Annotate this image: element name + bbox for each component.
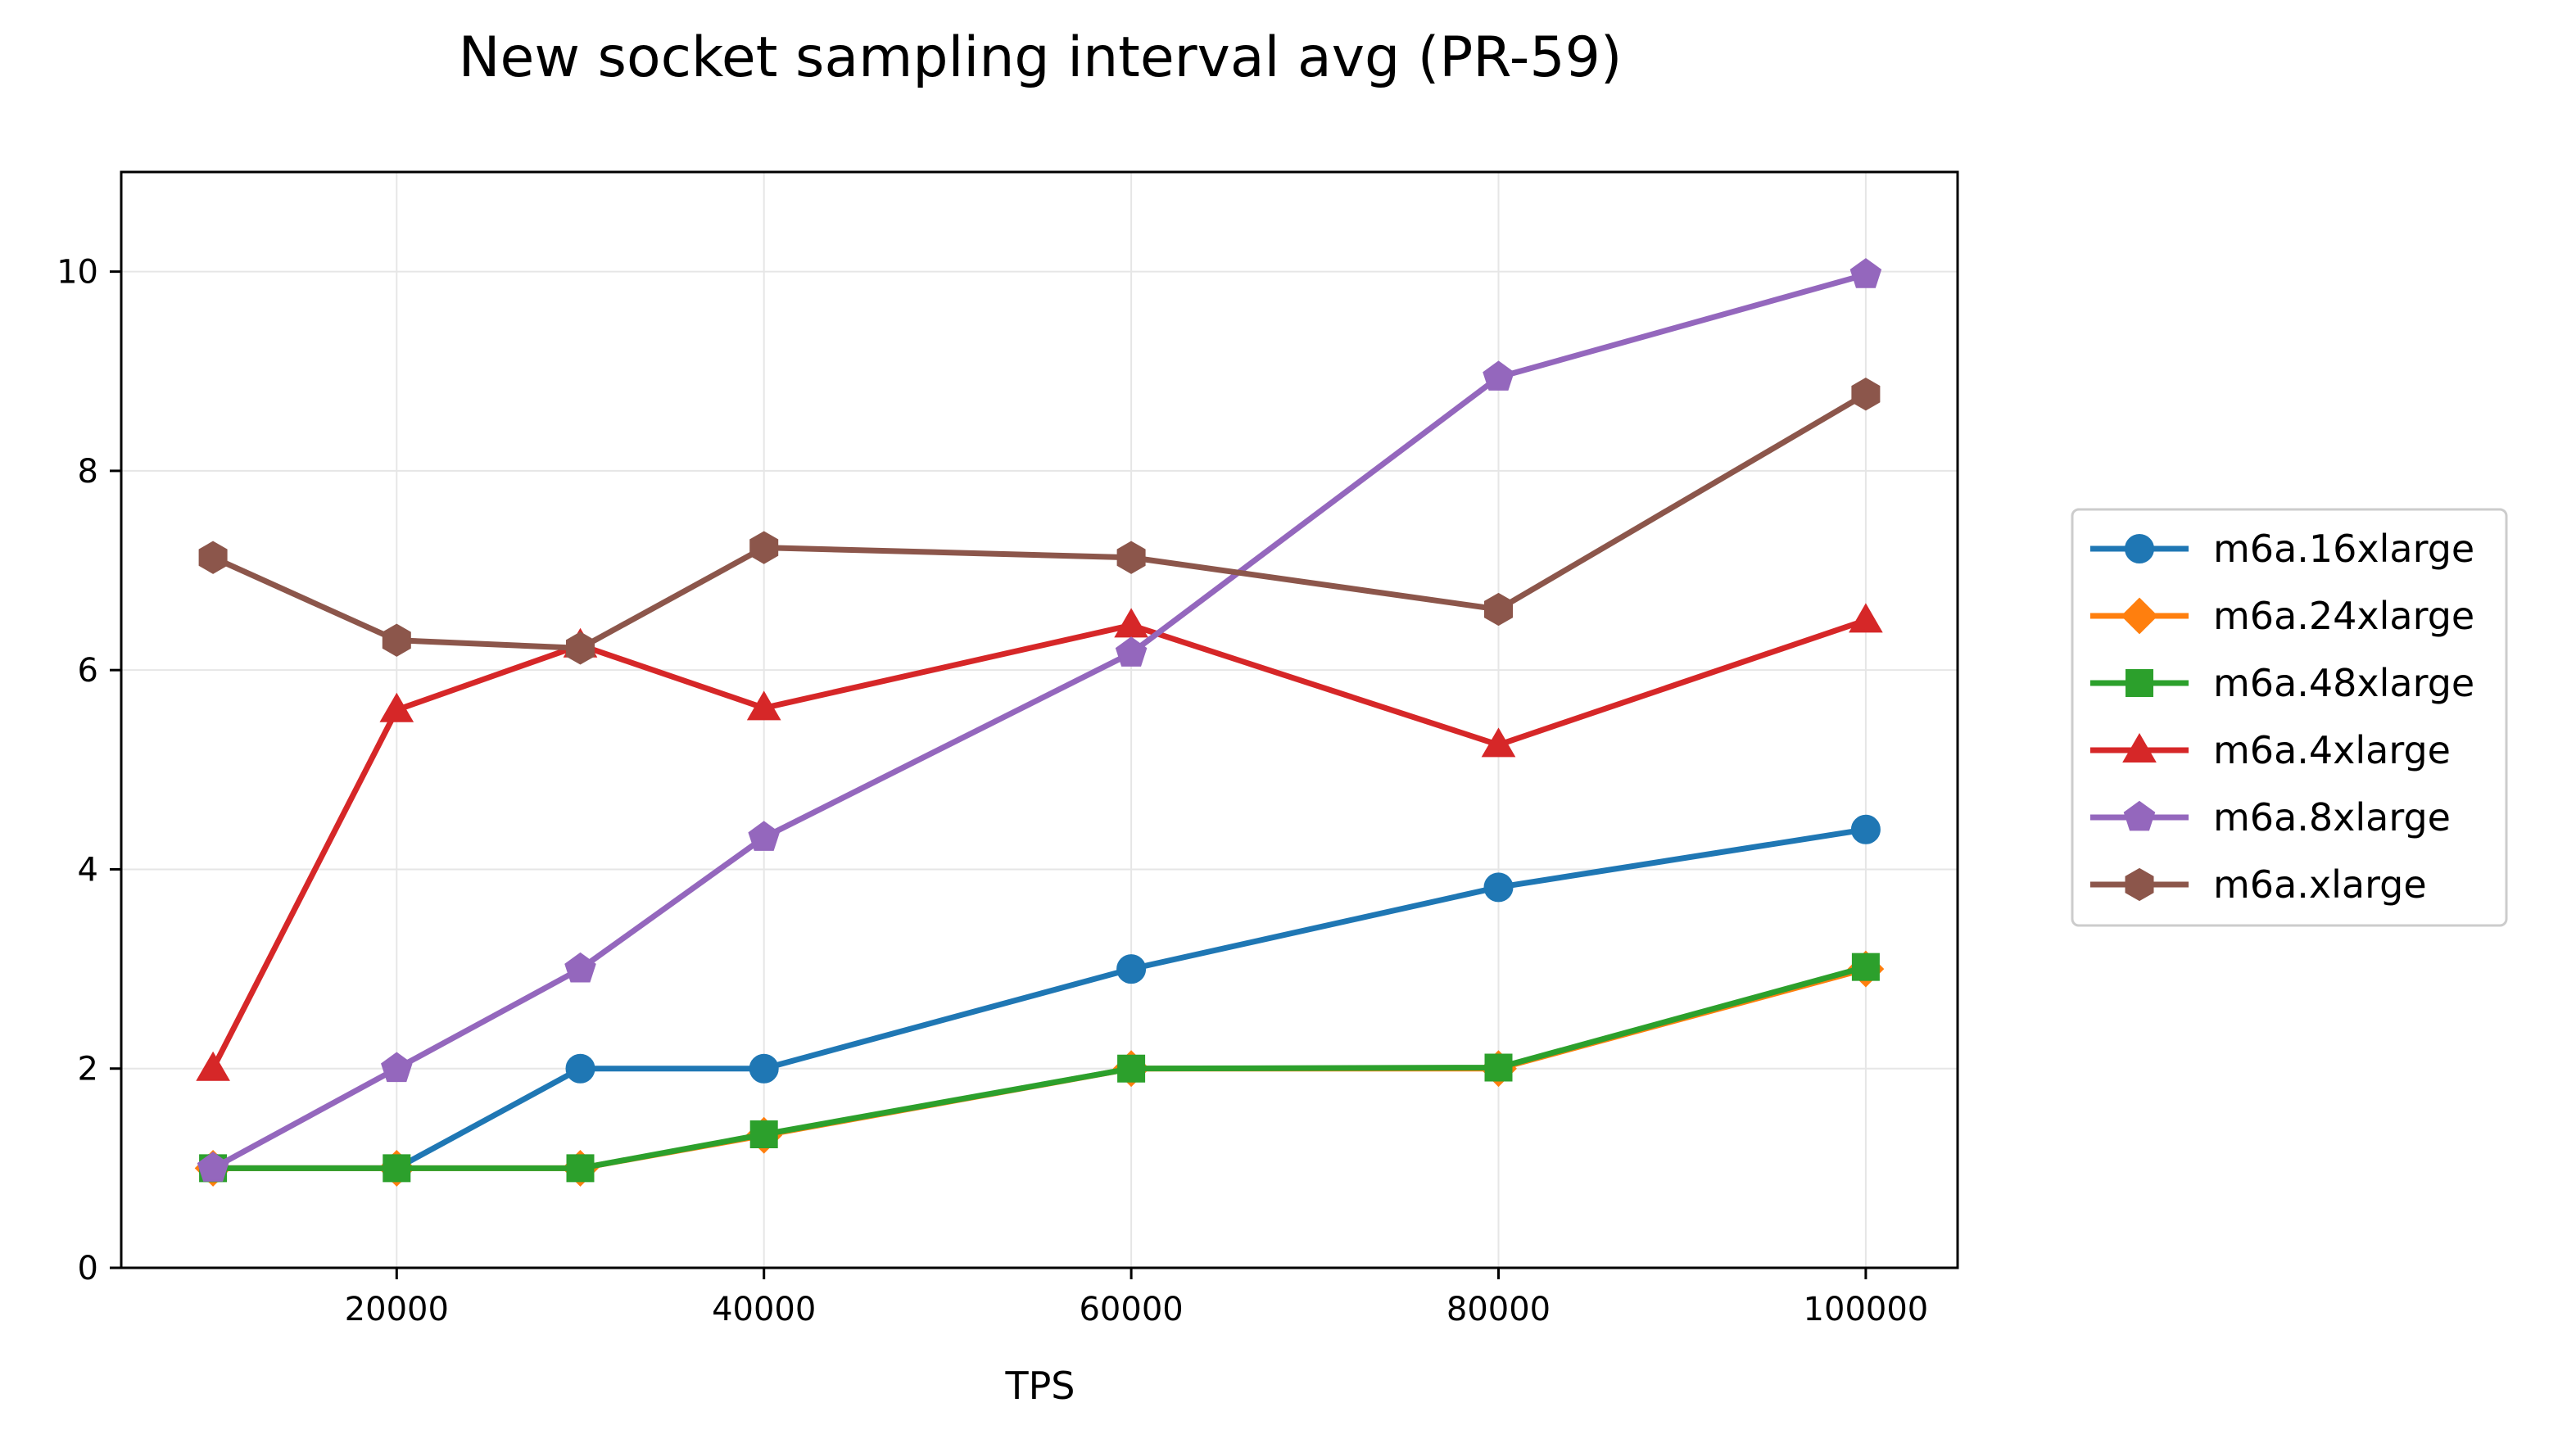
legend-label: m6a.8xlarge	[2213, 795, 2451, 839]
legend-item: m6a.24xlarge	[2090, 594, 2474, 638]
data-point	[198, 541, 228, 574]
data-point	[749, 1053, 779, 1084]
legend-label: m6a.4xlarge	[2213, 728, 2451, 772]
legend-item: m6a.4xlarge	[2090, 728, 2451, 772]
data-point	[1484, 1053, 1513, 1082]
data-point	[1484, 592, 1513, 627]
data-point	[749, 531, 779, 564]
data-point	[383, 1154, 411, 1183]
series-m6a.8xlarge	[197, 258, 1882, 1182]
data-point	[379, 692, 414, 722]
legend-item: m6a.16xlarge	[2090, 527, 2474, 571]
y-tick-label: 10	[57, 254, 98, 292]
legend-item: m6a.48xlarge	[2090, 661, 2474, 705]
plot-area-frame	[120, 170, 1959, 1269]
data-point	[197, 1152, 229, 1182]
x-tick-label: 60000	[1079, 1291, 1183, 1328]
legend-marker	[2125, 867, 2154, 902]
data-point	[1483, 872, 1514, 903]
legend-marker	[2122, 733, 2157, 762]
data-point	[1117, 1054, 1146, 1083]
data-point	[1115, 636, 1148, 667]
chart-title: New socket sampling interval avg (PR-59)	[459, 25, 1623, 90]
y-axis: 0 2 4 6 8 10	[57, 254, 121, 1287]
data-point	[1850, 814, 1881, 844]
data-point	[1849, 258, 1882, 288]
y-tick-label: 6	[78, 652, 98, 690]
data-point	[748, 821, 780, 851]
x-tick-label: 40000	[712, 1291, 816, 1328]
legend-label: m6a.24xlarge	[2213, 594, 2474, 638]
data-point	[565, 1053, 595, 1084]
data-point	[1851, 378, 1881, 411]
legend-marker	[2121, 597, 2158, 635]
data-point	[1116, 954, 1147, 984]
y-tick-label: 4	[78, 851, 98, 889]
legend-marker	[2125, 534, 2154, 563]
legend-label: m6a.xlarge	[2213, 862, 2427, 907]
series-layer	[194, 258, 1885, 1187]
x-tick-label: 20000	[345, 1291, 449, 1328]
legend-label: m6a.48xlarge	[2213, 661, 2474, 705]
x-tick-label: 80000	[1446, 1291, 1551, 1328]
legend-label: m6a.16xlarge	[2213, 527, 2474, 571]
data-point	[196, 1051, 230, 1081]
data-point	[1481, 727, 1516, 758]
legend-marker	[2123, 800, 2156, 831]
data-point	[746, 690, 781, 721]
series-m6a.xlarge	[198, 378, 1881, 665]
y-tick-label: 2	[78, 1051, 98, 1088]
data-point	[1483, 360, 1514, 391]
data-point	[564, 952, 596, 983]
data-point	[1851, 953, 1880, 981]
y-tick-label: 8	[78, 453, 98, 491]
legend-item: m6a.8xlarge	[2090, 795, 2451, 839]
x-tick-label: 100000	[1804, 1291, 1929, 1328]
data-point	[566, 631, 595, 665]
x-axis-label: TPS	[1004, 1364, 1075, 1408]
data-point	[382, 623, 411, 657]
data-point	[381, 1052, 413, 1083]
legend-item: m6a.xlarge	[2090, 862, 2427, 907]
y-tick-label: 0	[78, 1250, 98, 1287]
grid-lines	[121, 172, 1958, 1269]
data-point	[1849, 603, 1883, 633]
legend: m6a.16xlarge m6a.24xlarge m6a.48xlarge m6a.…	[2071, 508, 2508, 927]
x-axis: 20000 40000 60000 80000 100000	[345, 1268, 1929, 1328]
legend-marker	[2126, 669, 2153, 697]
data-point	[749, 1120, 778, 1149]
data-point	[566, 1154, 595, 1183]
data-point	[1116, 541, 1146, 574]
